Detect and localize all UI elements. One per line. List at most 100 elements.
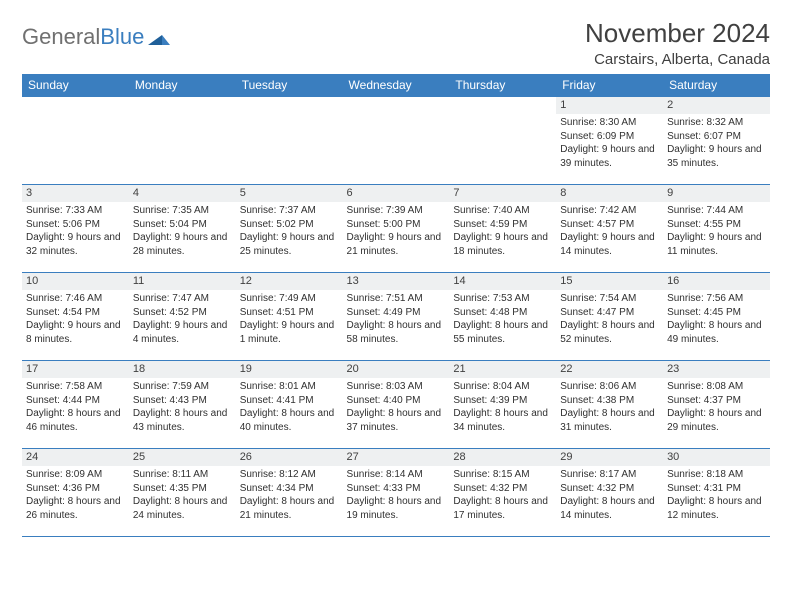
calendar-day-cell: 22Sunrise: 8:06 AMSunset: 4:38 PMDayligh…: [556, 361, 663, 449]
logo: GeneralBlue: [22, 18, 170, 50]
day-details: Sunrise: 7:44 AMSunset: 4:55 PMDaylight:…: [663, 202, 770, 262]
day-details: Sunrise: 7:47 AMSunset: 4:52 PMDaylight:…: [129, 290, 236, 350]
sunset-text: Sunset: 4:36 PM: [26, 482, 125, 496]
sunset-text: Sunset: 4:59 PM: [453, 218, 552, 232]
sunset-text: Sunset: 4:35 PM: [133, 482, 232, 496]
sunset-text: Sunset: 4:32 PM: [560, 482, 659, 496]
calendar-body: 1Sunrise: 8:30 AMSunset: 6:09 PMDaylight…: [22, 97, 770, 537]
day-number: 13: [343, 273, 450, 290]
day-number: 6: [343, 185, 450, 202]
calendar-day-cell: 28Sunrise: 8:15 AMSunset: 4:32 PMDayligh…: [449, 449, 556, 537]
daylight-text: Daylight: 8 hours and 40 minutes.: [240, 407, 339, 434]
daylight-text: Daylight: 8 hours and 29 minutes.: [667, 407, 766, 434]
sunrise-text: Sunrise: 7:35 AM: [133, 204, 232, 218]
daylight-text: Daylight: 8 hours and 31 minutes.: [560, 407, 659, 434]
day-number: 22: [556, 361, 663, 378]
day-header: Sunday: [22, 74, 129, 97]
day-number: 11: [129, 273, 236, 290]
sunrise-text: Sunrise: 7:58 AM: [26, 380, 125, 394]
sunset-text: Sunset: 4:49 PM: [347, 306, 446, 320]
calendar-day-cell: 4Sunrise: 7:35 AMSunset: 5:04 PMDaylight…: [129, 185, 236, 273]
daylight-text: Daylight: 8 hours and 49 minutes.: [667, 319, 766, 346]
calendar-day-cell: 18Sunrise: 7:59 AMSunset: 4:43 PMDayligh…: [129, 361, 236, 449]
calendar-week-row: 24Sunrise: 8:09 AMSunset: 4:36 PMDayligh…: [22, 449, 770, 537]
sunrise-text: Sunrise: 7:54 AM: [560, 292, 659, 306]
sunrise-text: Sunrise: 7:56 AM: [667, 292, 766, 306]
month-title: November 2024: [585, 18, 770, 49]
day-number: 23: [663, 361, 770, 378]
day-details: Sunrise: 8:14 AMSunset: 4:33 PMDaylight:…: [343, 466, 450, 526]
daylight-text: Daylight: 8 hours and 34 minutes.: [453, 407, 552, 434]
sunrise-text: Sunrise: 8:03 AM: [347, 380, 446, 394]
calendar-day-cell: 8 Sunrise: 7:42 AMSunset: 4:57 PMDaylight…: [556, 185, 663, 273]
day-number: 16: [663, 273, 770, 290]
day-details: Sunrise: 7:58 AMSunset: 4:44 PMDaylight:…: [22, 378, 129, 438]
sunrise-text: Sunrise: 8:17 AM: [560, 468, 659, 482]
day-number: 10: [22, 273, 129, 290]
location: Carstairs, Alberta, Canada: [585, 51, 770, 68]
calendar-page: GeneralBlue November 2024 Carstairs, Alb…: [0, 0, 792, 612]
day-number: 29: [556, 449, 663, 466]
logo-text-blue: Blue: [100, 24, 144, 50]
sunset-text: Sunset: 4:34 PM: [240, 482, 339, 496]
sunrise-text: Sunrise: 8:15 AM: [453, 468, 552, 482]
day-details: Sunrise: 8:04 AMSunset: 4:39 PMDaylight:…: [449, 378, 556, 438]
sunset-text: Sunset: 4:40 PM: [347, 394, 446, 408]
daylight-text: Daylight: 9 hours and 21 minutes.: [347, 231, 446, 258]
sunset-text: Sunset: 4:44 PM: [26, 394, 125, 408]
sunrise-text: Sunrise: 7:49 AM: [240, 292, 339, 306]
sunrise-text: Sunrise: 8:08 AM: [667, 380, 766, 394]
sunrise-text: Sunrise: 7:39 AM: [347, 204, 446, 218]
sunset-text: Sunset: 4:32 PM: [453, 482, 552, 496]
sunset-text: Sunset: 5:00 PM: [347, 218, 446, 232]
daylight-text: Daylight: 9 hours and 1 minute.: [240, 319, 339, 346]
calendar-table: SundayMondayTuesdayWednesdayThursdayFrid…: [22, 74, 770, 537]
day-number: 5: [236, 185, 343, 202]
daylight-text: Daylight: 9 hours and 25 minutes.: [240, 231, 339, 258]
daylight-text: Daylight: 8 hours and 17 minutes.: [453, 495, 552, 522]
day-details: Sunrise: 8:17 AMSunset: 4:32 PMDaylight:…: [556, 466, 663, 526]
day-details: Sunrise: 8:11 AMSunset: 4:35 PMDaylight:…: [129, 466, 236, 526]
sunrise-text: Sunrise: 8:30 AM: [560, 116, 659, 130]
daylight-text: Daylight: 9 hours and 8 minutes.: [26, 319, 125, 346]
calendar-day-cell: 27Sunrise: 8:14 AMSunset: 4:33 PMDayligh…: [343, 449, 450, 537]
day-number: 8: [556, 185, 663, 202]
day-details: Sunrise: 8:15 AMSunset: 4:32 PMDaylight:…: [449, 466, 556, 526]
day-number: 24: [22, 449, 129, 466]
sunset-text: Sunset: 4:54 PM: [26, 306, 125, 320]
day-details: Sunrise: 8:03 AMSunset: 4:40 PMDaylight:…: [343, 378, 450, 438]
calendar-day-cell: 20Sunrise: 8:03 AMSunset: 4:40 PMDayligh…: [343, 361, 450, 449]
daylight-text: Daylight: 9 hours and 14 minutes.: [560, 231, 659, 258]
day-header: Friday: [556, 74, 663, 97]
sunset-text: Sunset: 4:45 PM: [667, 306, 766, 320]
day-header: Tuesday: [236, 74, 343, 97]
day-number: 26: [236, 449, 343, 466]
day-details: Sunrise: 7:39 AMSunset: 5:00 PMDaylight:…: [343, 202, 450, 262]
day-details: Sunrise: 7:40 AMSunset: 4:59 PMDaylight:…: [449, 202, 556, 262]
sunrise-text: Sunrise: 7:33 AM: [26, 204, 125, 218]
daylight-text: Daylight: 8 hours and 58 minutes.: [347, 319, 446, 346]
day-details: Sunrise: 8:32 AMSunset: 6:07 PMDaylight:…: [663, 114, 770, 174]
day-details: Sunrise: 8:01 AMSunset: 4:41 PMDaylight:…: [236, 378, 343, 438]
day-details: Sunrise: 8:06 AMSunset: 4:38 PMDaylight:…: [556, 378, 663, 438]
calendar-day-cell: 24Sunrise: 8:09 AMSunset: 4:36 PMDayligh…: [22, 449, 129, 537]
title-block: November 2024 Carstairs, Alberta, Canada: [585, 18, 770, 68]
sunrise-text: Sunrise: 7:42 AM: [560, 204, 659, 218]
sunset-text: Sunset: 4:55 PM: [667, 218, 766, 232]
daylight-text: Daylight: 9 hours and 35 minutes.: [667, 143, 766, 170]
sunset-text: Sunset: 4:57 PM: [560, 218, 659, 232]
day-number: 17: [22, 361, 129, 378]
daylight-text: Daylight: 9 hours and 18 minutes.: [453, 231, 552, 258]
calendar-day-cell: 15Sunrise: 7:54 AMSunset: 4:47 PMDayligh…: [556, 273, 663, 361]
sunset-text: Sunset: 4:48 PM: [453, 306, 552, 320]
sunset-text: Sunset: 4:33 PM: [347, 482, 446, 496]
calendar-day-cell: 30Sunrise: 8:18 AMSunset: 4:31 PMDayligh…: [663, 449, 770, 537]
day-number: 4: [129, 185, 236, 202]
calendar-day-cell: 6Sunrise: 7:39 AMSunset: 5:00 PMDaylight…: [343, 185, 450, 273]
daylight-text: Daylight: 9 hours and 28 minutes.: [133, 231, 232, 258]
calendar-day-cell: 14Sunrise: 7:53 AMSunset: 4:48 PMDayligh…: [449, 273, 556, 361]
day-number: 3: [22, 185, 129, 202]
calendar-day-cell: 5Sunrise: 7:37 AMSunset: 5:02 PMDaylight…: [236, 185, 343, 273]
calendar-day-cell: 10Sunrise: 7:46 AMSunset: 4:54 PMDayligh…: [22, 273, 129, 361]
day-details: Sunrise: 8:18 AMSunset: 4:31 PMDaylight:…: [663, 466, 770, 526]
